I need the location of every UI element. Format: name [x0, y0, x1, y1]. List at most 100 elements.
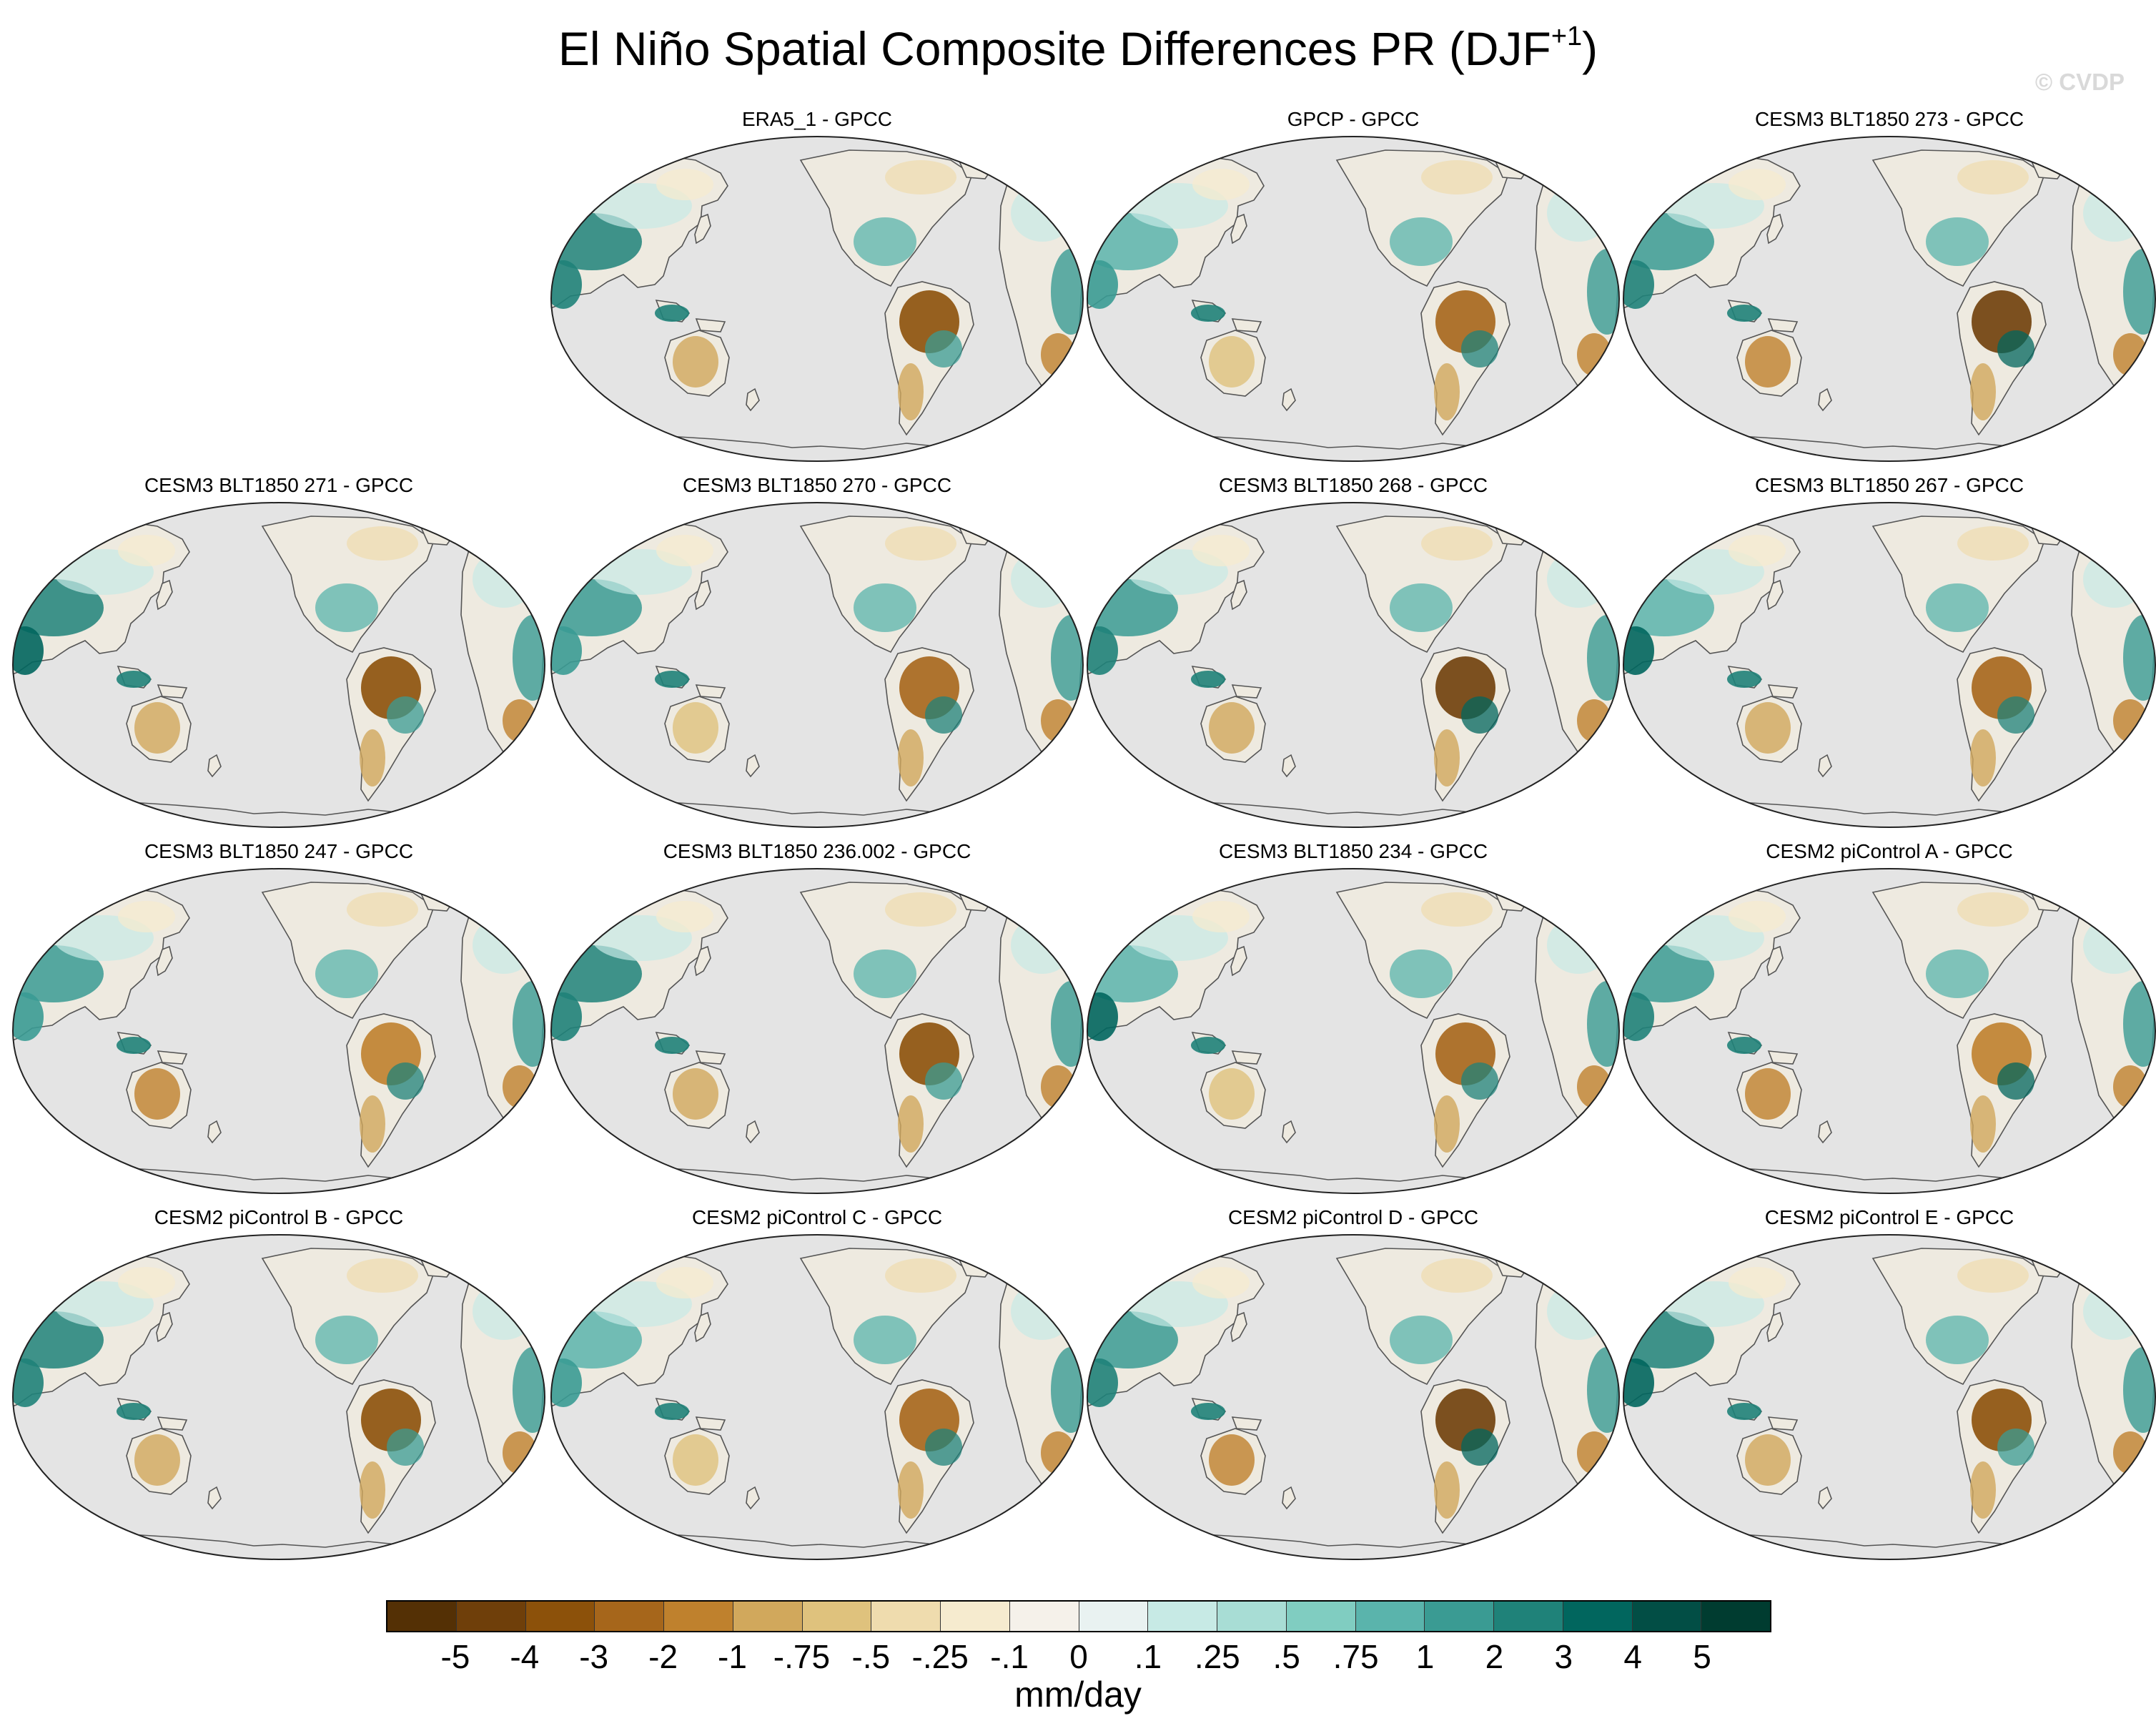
world-map [550, 868, 1084, 1194]
antarctica-coast [1739, 1534, 2037, 1548]
map-panel-title: GPCP - GPCC [1287, 108, 1420, 130]
colorbar-tick-label: 0 [1069, 1638, 1088, 1675]
north-america-wet-anomaly [1926, 950, 1989, 998]
brazil-wet-anomaly [387, 1062, 424, 1100]
figure-title-close: ) [1582, 22, 1598, 75]
north-america-wet-anomaly [1390, 583, 1453, 632]
map-panel-title: CESM2 piControl B - GPCC [154, 1206, 404, 1228]
new-zealand-land [1282, 388, 1296, 412]
colorbar-box [871, 1602, 941, 1631]
map-panel: GPCP - GPCC [1085, 107, 1621, 465]
new-guinea-land [695, 1050, 726, 1065]
north-america-wet-anomaly [315, 1316, 378, 1364]
northeast-asia-dry-anomaly [118, 535, 175, 566]
new-guinea-land [695, 1416, 726, 1431]
patagonia-dry-anomaly [1970, 729, 1996, 786]
maritime-wet-anomaly [1727, 305, 1761, 322]
world-map [1087, 136, 1620, 462]
australia-dry-anomaly [673, 336, 718, 388]
patagonia-dry-anomaly [1970, 1095, 1996, 1153]
brazil-wet-anomaly [1997, 1429, 2034, 1466]
new-guinea-land [157, 684, 188, 699]
map-panel-title: CESM3 BLT1850 268 - GPCC [1218, 474, 1488, 496]
figure-title-superscript: +1 [1551, 21, 1583, 51]
southern-africa-dry-anomaly [2113, 1065, 2147, 1108]
northeast-asia-dry-anomaly [656, 1267, 713, 1298]
map-panel: CESM2 piControl D - GPCC [1085, 1205, 1621, 1563]
world-map [1623, 868, 2156, 1194]
world-map [550, 136, 1084, 462]
map-border [12, 868, 545, 1194]
map-panel: CESM2 piControl C - GPCC [549, 1205, 1085, 1563]
colorbar-units: mm/day [1014, 1675, 1142, 1715]
colorbar-tick-label: .25 [1194, 1638, 1240, 1675]
new-guinea-land [1231, 684, 1262, 699]
new-guinea-land [1231, 1416, 1262, 1431]
northeast-asia-dry-anomaly [1192, 901, 1250, 932]
brazil-wet-anomaly [1461, 1062, 1498, 1100]
north-america-wet-anomaly [1926, 583, 1989, 632]
map-panel-title: CESM3 BLT1850 271 - GPCC [144, 474, 414, 496]
new-guinea-land [1231, 318, 1262, 332]
colorbar-box [1148, 1602, 1217, 1631]
new-zealand-land [746, 388, 760, 412]
northeast-asia-dry-anomaly [656, 535, 713, 566]
northeast-asia-dry-anomaly [118, 1267, 175, 1298]
brazil-wet-anomaly [387, 696, 424, 734]
new-zealand-land [1818, 1486, 1832, 1510]
canada-dry-anomaly [1957, 160, 2029, 194]
new-guinea-land [157, 1416, 188, 1431]
map-panel: CESM2 piControl B - GPCC [11, 1205, 547, 1563]
southern-africa-dry-anomaly [1577, 699, 1611, 742]
brazil-wet-anomaly [1461, 1429, 1498, 1466]
north-america-wet-anomaly [854, 950, 916, 998]
patagonia-dry-anomaly [898, 363, 924, 420]
map-panel: CESM3 BLT1850 270 - GPCC [549, 473, 1085, 831]
map-border [12, 1234, 545, 1560]
japan-land [694, 579, 711, 611]
map-panel: CESM3 BLT1850 234 - GPCC [1085, 839, 1621, 1197]
map-border [1623, 868, 2156, 1194]
colorbar-box [1286, 1602, 1356, 1631]
antarctica-coast [667, 1534, 964, 1548]
figure-title: El Niño Spatial Composite Differences PR… [0, 20, 2156, 77]
world-map [550, 502, 1084, 828]
anomaly-shading [13, 1258, 545, 1519]
world-map [12, 502, 545, 828]
colorbar-box [941, 1602, 1010, 1631]
colorbar-box [1009, 1602, 1079, 1631]
world-map [12, 1234, 545, 1560]
new-zealand-land [207, 1120, 222, 1144]
brazil-wet-anomaly [925, 1429, 962, 1466]
japan-land [156, 945, 173, 977]
southern-africa-dry-anomaly [503, 1431, 537, 1474]
colorbar-tick-label: -4 [510, 1638, 540, 1675]
australia-dry-anomaly [673, 702, 718, 754]
japan-land [1766, 579, 1784, 611]
canada-dry-anomaly [885, 892, 956, 927]
north-america-wet-anomaly [1926, 1316, 1989, 1364]
new-zealand-land [1818, 388, 1832, 412]
world-map [1087, 502, 1620, 828]
canada-dry-anomaly [1421, 526, 1493, 561]
patagonia-dry-anomaly [898, 1461, 924, 1519]
antarctica-coast [129, 802, 426, 816]
map-border [550, 868, 1084, 1194]
australia-dry-anomaly [673, 1434, 718, 1486]
colorbar-tick-label: -2 [648, 1638, 678, 1675]
antarctica-coast [1739, 1168, 2037, 1182]
canada-dry-anomaly [1957, 1258, 2029, 1293]
patagonia-dry-anomaly [1434, 1461, 1460, 1519]
world-map [1623, 1234, 2156, 1560]
brazil-wet-anomaly [925, 1062, 962, 1100]
north-america-wet-anomaly [854, 583, 916, 632]
map-panel-title: CESM2 piControl C - GPCC [691, 1206, 943, 1228]
map-border [12, 502, 545, 828]
map-border [550, 1234, 1084, 1560]
canada-dry-anomaly [1421, 160, 1493, 194]
colorbar-tick-label: -.75 [773, 1638, 831, 1675]
new-guinea-land [1231, 1050, 1262, 1065]
map-panel: CESM3 BLT1850 268 - GPCC [1085, 473, 1621, 831]
australia-dry-anomaly [134, 1068, 180, 1120]
japan-land [694, 213, 711, 245]
